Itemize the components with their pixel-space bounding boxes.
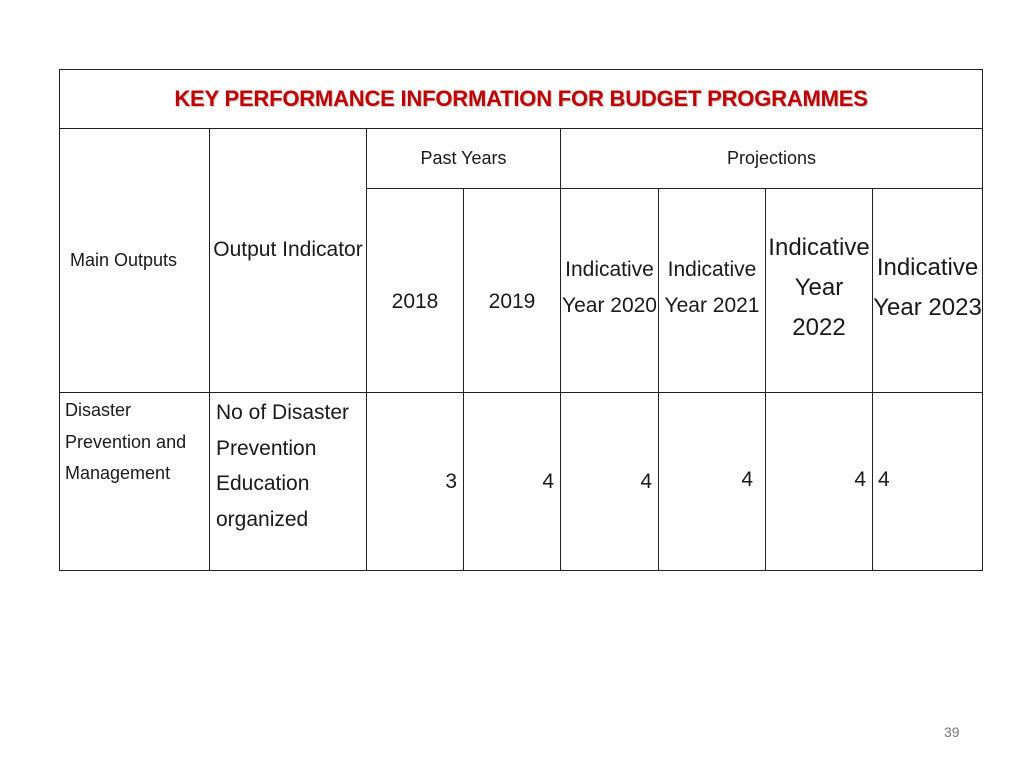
header-output-indicator: Output Indicator bbox=[209, 128, 367, 393]
cell-main-output: Disaster Prevention and Management bbox=[59, 392, 210, 571]
kpi-table: KEY PERFORMANCE INFORMATION FOR BUDGET P… bbox=[58, 69, 984, 571]
header-main-outputs: Main Outputs bbox=[59, 128, 210, 393]
table-title: KEY PERFORMANCE INFORMATION FOR BUDGET P… bbox=[58, 69, 984, 129]
header-year-2022: Indicative Year 2022 bbox=[765, 188, 873, 393]
cell-value-2020: 4 bbox=[560, 392, 659, 571]
cell-output-indicator: No of Disaster Prevention Education orga… bbox=[209, 392, 367, 571]
cell-value-2018: 3 bbox=[366, 392, 464, 571]
page-number: 39 bbox=[944, 724, 960, 740]
cell-value-2022: 4 bbox=[765, 392, 873, 571]
header-year-2020: Indicative Year 2020 bbox=[560, 188, 659, 393]
header-year-2023: Indicative Year 2023 bbox=[871, 188, 984, 393]
header-year-2019: 2019 bbox=[463, 188, 561, 393]
cell-value-2019: 4 bbox=[463, 392, 561, 571]
cell-value-2021: 4 bbox=[658, 392, 766, 571]
table-row: Disaster Prevention and Management No of… bbox=[59, 392, 984, 571]
header-year-2021: Indicative Year 2021 bbox=[658, 188, 766, 393]
header-projections: Projections bbox=[559, 128, 984, 189]
header-past-years: Past Years bbox=[366, 128, 561, 189]
cell-value-2023: 4 bbox=[871, 392, 984, 571]
header-year-2018: 2018 bbox=[366, 188, 464, 393]
